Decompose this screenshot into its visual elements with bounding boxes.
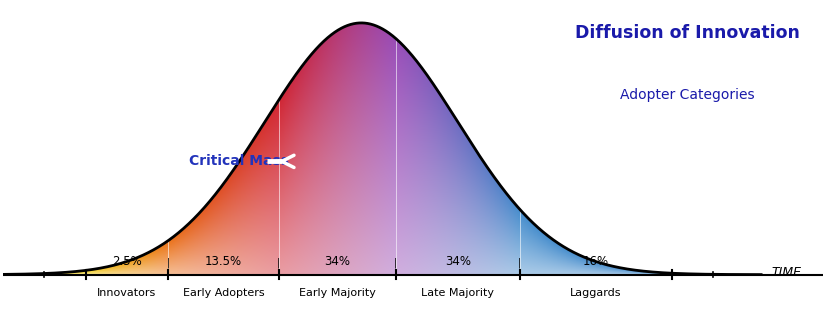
Text: Critical Mass: Critical Mass bbox=[189, 154, 289, 168]
Text: Innovators: Innovators bbox=[97, 288, 156, 298]
Text: Early Adopters: Early Adopters bbox=[182, 288, 265, 298]
Text: 16%: 16% bbox=[582, 255, 609, 268]
Text: |: | bbox=[394, 258, 398, 268]
Text: 34%: 34% bbox=[324, 255, 350, 268]
Text: 34%: 34% bbox=[445, 255, 471, 268]
Text: |: | bbox=[518, 258, 522, 268]
Text: Early Majority: Early Majority bbox=[299, 288, 375, 298]
Text: Diffusion of Innovation: Diffusion of Innovation bbox=[576, 24, 800, 42]
Text: Laggards: Laggards bbox=[570, 288, 622, 298]
Text: Late Majority: Late Majority bbox=[421, 288, 494, 298]
Text: 13.5%: 13.5% bbox=[205, 255, 242, 268]
Text: Adopter Categories: Adopter Categories bbox=[621, 88, 755, 102]
Text: |: | bbox=[277, 258, 280, 268]
Text: |: | bbox=[166, 258, 170, 268]
Text: 2.5%: 2.5% bbox=[112, 255, 141, 268]
Text: TIME: TIME bbox=[771, 267, 801, 280]
